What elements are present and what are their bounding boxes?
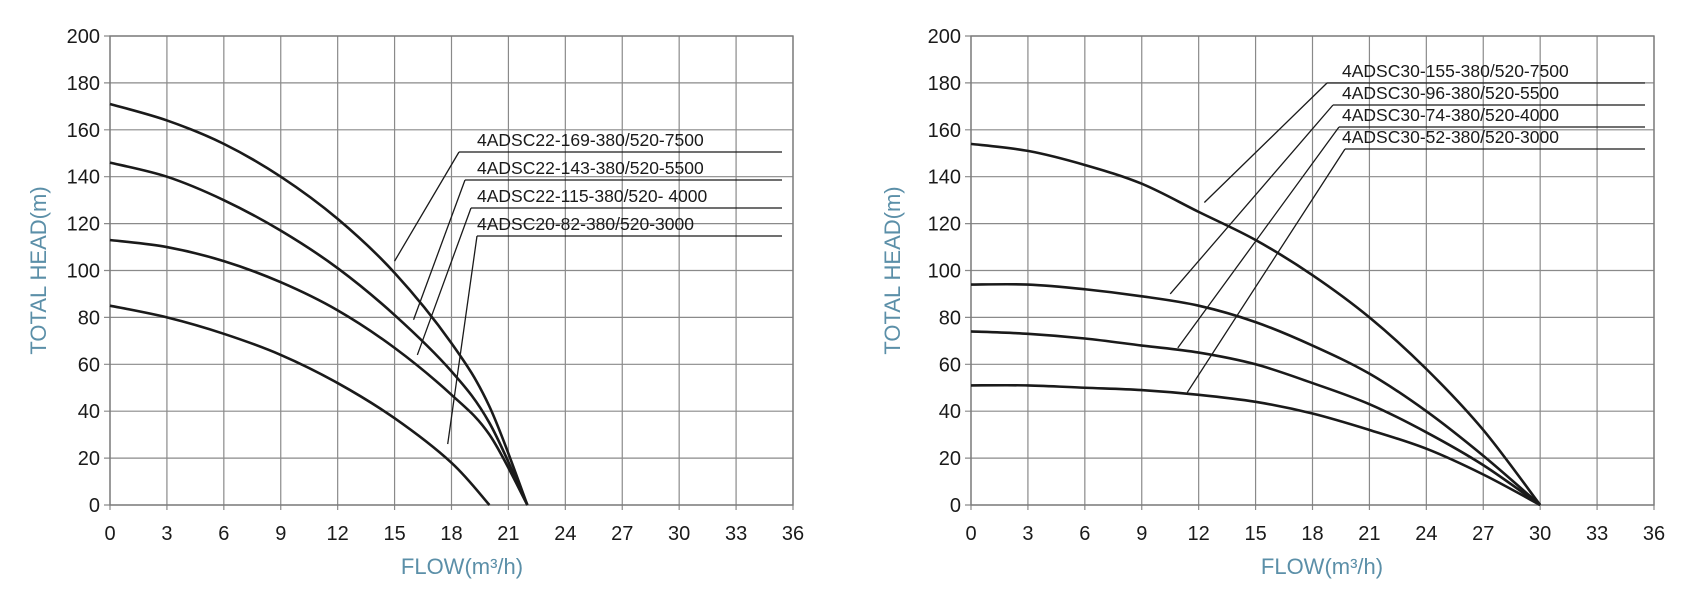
x-tick-label: 30: [668, 523, 690, 545]
x-tick-label: 18: [440, 523, 462, 545]
y-tick-label: 100: [928, 261, 961, 283]
x-tick-label: 21: [497, 523, 519, 545]
legend-leader-line: [412, 179, 466, 320]
series-line: [970, 330, 1541, 507]
x-tick-label: 15: [383, 523, 405, 545]
y-tick-label: 40: [939, 401, 961, 423]
x-tick-label: 3: [161, 523, 172, 545]
y-tick-label: 0: [89, 495, 100, 517]
y-tick-label: 80: [78, 307, 100, 329]
x-axis-label: FLOW(m³/h): [1261, 554, 1383, 579]
legend-leader-line: [1186, 148, 1346, 393]
y-tick-label: 200: [928, 26, 961, 48]
legend-leader-line: [394, 151, 460, 262]
x-tick-label: 30: [1529, 523, 1551, 545]
series-line: [109, 161, 529, 506]
x-tick-label: 33: [1586, 523, 1608, 545]
y-tick-label: 140: [67, 167, 100, 189]
y-tick-label: 80: [939, 307, 961, 329]
x-tick-label: 36: [1643, 523, 1665, 545]
chart-left: 0 3 6 9 12 15 18 21 24 27 30 33 36020406080100120140…: [26, 26, 804, 579]
y-tick-label: 40: [78, 401, 100, 423]
x-tick-label: 0: [965, 523, 976, 545]
legend-entry: 4ADSC30-96-380/520-5500: [1342, 83, 1559, 103]
series-line: [970, 383, 1541, 507]
y-tick-label: 180: [928, 73, 961, 95]
chart-right: 0 3 6 9 12 15 18 21 24 27 30 33 36020406080100120140…: [880, 26, 1665, 579]
legend-leader-line: [1169, 104, 1334, 295]
legend-entry: 4ADSC30-155-380/520-7500: [1342, 61, 1569, 81]
y-tick-label: 60: [78, 354, 100, 376]
legend-entry: 4ADSC30-74-380/520-4000: [1342, 105, 1559, 125]
series-line: [109, 238, 529, 506]
legend-entry: 4ADSC20-82-380/520-3000: [477, 214, 694, 234]
x-tick-label: 36: [782, 523, 804, 545]
series-line: [970, 282, 1542, 506]
x-tick-label: 21: [1358, 523, 1380, 545]
x-tick-label: 27: [1472, 523, 1494, 545]
legend-entry: 4ADSC30-52-380/520-3000: [1342, 127, 1559, 147]
y-tick-label: 140: [928, 167, 961, 189]
legend-entry: 4ADSC22-115-380/520- 4000: [477, 186, 708, 206]
legend-entry: 4ADSC22-143-380/520-5500: [477, 158, 704, 178]
series-line: [109, 102, 529, 506]
x-tick-label: 15: [1244, 523, 1266, 545]
y-axis-label: TOTAL HEAD(m): [880, 186, 905, 354]
y-tick-label: 160: [67, 120, 100, 142]
x-tick-label: 6: [1079, 523, 1090, 545]
series-line: [970, 142, 1542, 506]
y-tick-label: 200: [67, 26, 100, 48]
x-tick-label: 9: [275, 523, 286, 545]
y-tick-label: 180: [67, 73, 100, 95]
x-tick-label: 6: [218, 523, 229, 545]
x-tick-label: 0: [104, 523, 115, 545]
x-tick-label: 33: [725, 523, 747, 545]
plot-frame: [109, 35, 794, 506]
y-tick-label: 100: [67, 261, 100, 283]
x-axis-label: FLOW(m³/h): [401, 554, 523, 579]
legend-leader-line: [447, 235, 478, 445]
x-tick-label: 3: [1022, 523, 1033, 545]
plot-frame: [970, 35, 1655, 506]
y-tick-label: 160: [928, 120, 961, 142]
x-tick-label: 12: [1188, 523, 1210, 545]
x-tick-label: 27: [611, 523, 633, 545]
x-tick-label: 12: [327, 523, 349, 545]
y-tick-label: 20: [939, 448, 961, 470]
x-tick-label: 24: [554, 523, 576, 545]
y-tick-label: 20: [78, 448, 100, 470]
legend-entry: 4ADSC22-169-380/520-7500: [477, 130, 704, 150]
y-tick-label: 120: [928, 214, 961, 236]
y-tick-label: 120: [67, 214, 100, 236]
legend-leader-line: [1177, 126, 1340, 349]
legend-leader-line: [1203, 82, 1328, 203]
y-axis-label: TOTAL HEAD(m): [26, 186, 51, 354]
series-line: [109, 304, 491, 506]
y-tick-label: 60: [939, 354, 961, 376]
x-tick-label: 18: [1301, 523, 1323, 545]
x-tick-label: 9: [1136, 523, 1147, 545]
x-tick-label: 24: [1415, 523, 1437, 545]
legend-leader-line: [416, 207, 472, 356]
y-tick-label: 0: [950, 495, 961, 517]
